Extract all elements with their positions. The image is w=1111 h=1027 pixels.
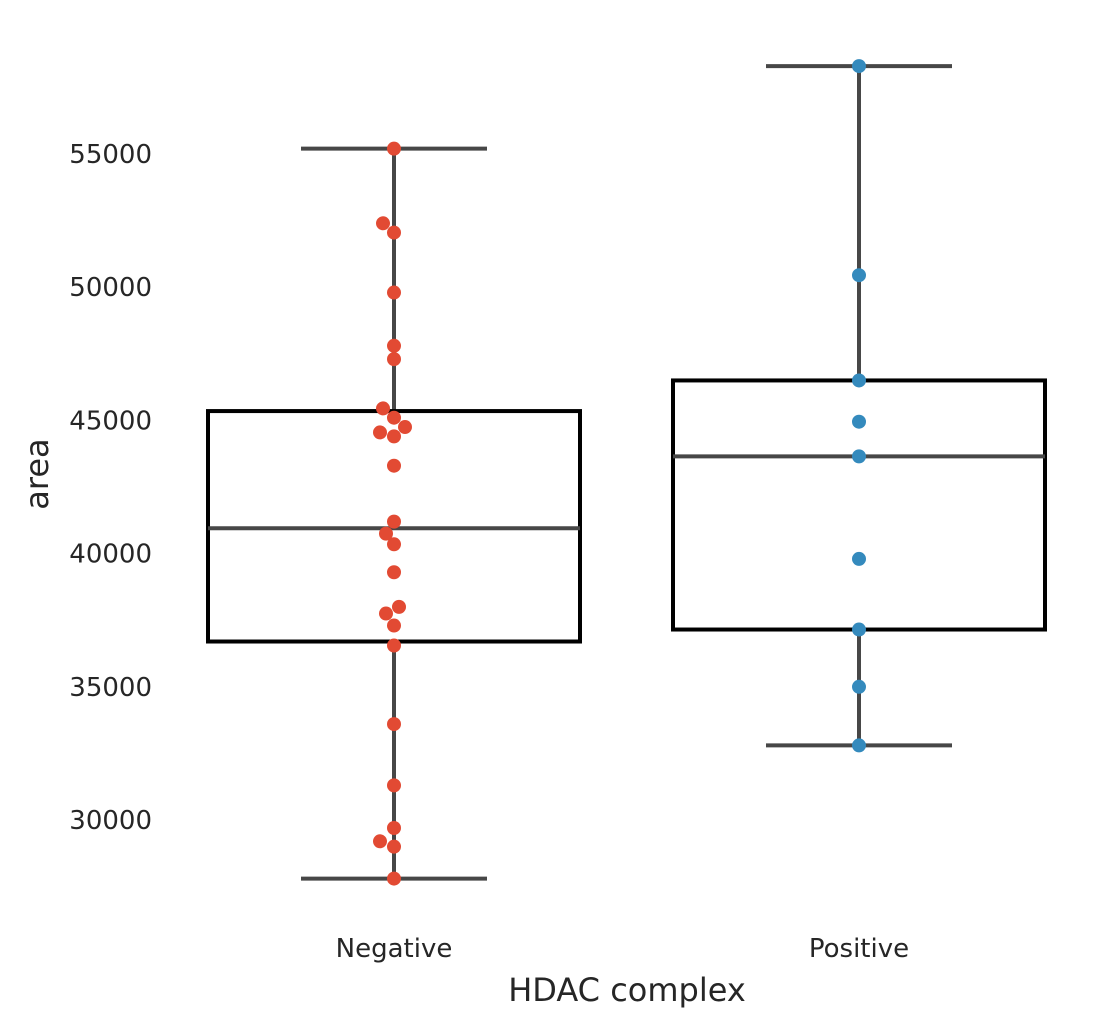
- data-point: [387, 141, 401, 156]
- data-point: [387, 565, 401, 580]
- data-point: [387, 778, 401, 793]
- data-point: [852, 622, 866, 637]
- data-point: [387, 514, 401, 529]
- y-tick-label: 45000: [69, 406, 152, 436]
- data-point: [387, 618, 401, 633]
- y-tick-label: 40000: [69, 540, 152, 570]
- y-tick-label: 35000: [69, 673, 152, 703]
- data-point: [387, 820, 401, 835]
- x-tick-label: Positive: [809, 934, 909, 964]
- data-point: [387, 429, 401, 444]
- box-group-positive: [671, 59, 1047, 753]
- data-point: [387, 225, 401, 240]
- data-point: [376, 401, 390, 416]
- x-axis-title: HDAC complex: [508, 971, 746, 1009]
- data-point: [376, 216, 390, 231]
- y-tick-label: 30000: [69, 806, 152, 836]
- y-axis-title: area: [18, 438, 56, 509]
- data-point: [852, 59, 866, 74]
- data-point: [387, 638, 401, 653]
- data-point: [387, 871, 401, 886]
- data-point: [387, 285, 401, 300]
- data-point: [852, 373, 866, 388]
- data-point: [387, 839, 401, 854]
- data-point: [387, 410, 401, 425]
- box-plot-groups: [206, 59, 1047, 886]
- data-point: [373, 425, 387, 440]
- data-point: [852, 449, 866, 464]
- data-point: [373, 834, 387, 849]
- data-point: [852, 551, 866, 566]
- box-group-negative: [206, 141, 582, 886]
- data-point: [379, 526, 393, 541]
- y-tick-label: 50000: [69, 273, 152, 303]
- data-point: [852, 738, 866, 753]
- data-point: [398, 420, 412, 435]
- data-point: [392, 599, 406, 614]
- x-axis-ticks: Negative Positive: [336, 934, 909, 964]
- data-point: [852, 679, 866, 694]
- x-tick-label: Negative: [336, 934, 453, 964]
- data-point: [387, 352, 401, 367]
- y-tick-label: 55000: [69, 140, 152, 170]
- data-point: [387, 537, 401, 552]
- data-point: [387, 338, 401, 353]
- data-point: [387, 717, 401, 732]
- data-point: [852, 268, 866, 283]
- y-axis-ticks: 30000 35000 40000 45000 50000 55000: [69, 140, 152, 836]
- data-point: [387, 458, 401, 473]
- data-point: [379, 606, 393, 621]
- data-point: [852, 414, 866, 429]
